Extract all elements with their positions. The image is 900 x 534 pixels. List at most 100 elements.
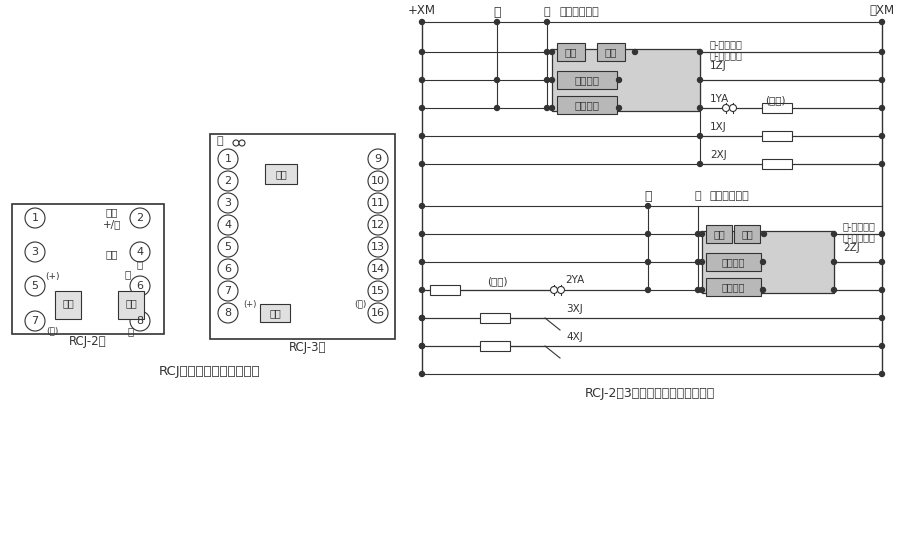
Circle shape (218, 215, 238, 235)
Circle shape (879, 106, 885, 111)
Circle shape (645, 232, 651, 237)
Circle shape (730, 105, 736, 112)
Text: 启动: 启动 (62, 298, 74, 308)
Circle shape (419, 343, 425, 349)
Text: 启动回路: 启动回路 (574, 100, 599, 110)
Circle shape (239, 140, 245, 146)
Circle shape (645, 203, 651, 208)
Circle shape (419, 316, 425, 320)
Circle shape (494, 106, 500, 111)
Bar (480, 341, 510, 351)
Circle shape (551, 287, 557, 294)
Text: 10: 10 (371, 176, 385, 186)
Circle shape (698, 50, 703, 54)
Bar (260, 304, 290, 322)
Circle shape (368, 281, 388, 301)
Text: 14: 14 (371, 264, 385, 274)
Bar (557, 71, 617, 89)
Text: 15: 15 (371, 286, 385, 296)
Text: (试验): (试验) (487, 276, 508, 286)
Circle shape (218, 281, 238, 301)
Text: 复归: 复归 (106, 207, 118, 217)
Text: ＋: ＋ (125, 269, 131, 279)
Bar (118, 291, 144, 319)
Bar (762, 103, 792, 113)
Circle shape (130, 311, 150, 331)
Text: －: － (128, 326, 134, 336)
Circle shape (616, 77, 622, 82)
Text: 11: 11 (371, 198, 385, 208)
Text: 4XJ: 4XJ (567, 332, 583, 342)
Circle shape (218, 237, 238, 257)
Text: (－): (－) (354, 300, 366, 309)
Circle shape (879, 77, 885, 82)
Bar (762, 131, 792, 141)
Circle shape (368, 237, 388, 257)
Circle shape (699, 232, 705, 237)
Circle shape (368, 259, 388, 279)
Bar (762, 159, 792, 169)
Bar (265, 164, 297, 184)
Circle shape (832, 232, 836, 237)
Circle shape (218, 171, 238, 191)
Text: +XM: +XM (408, 4, 436, 17)
Bar (210, 134, 395, 339)
Circle shape (419, 260, 425, 264)
Circle shape (879, 372, 885, 376)
Circle shape (544, 106, 550, 111)
Circle shape (419, 50, 425, 54)
Circle shape (760, 287, 766, 293)
Circle shape (233, 140, 239, 146)
Text: ＋: ＋ (217, 136, 223, 146)
Circle shape (218, 149, 238, 169)
Text: 保持: 保持 (741, 229, 753, 239)
Bar (430, 285, 460, 295)
Text: 13: 13 (371, 242, 385, 252)
Circle shape (25, 242, 45, 262)
Bar (552, 49, 700, 111)
Text: 8: 8 (137, 316, 144, 326)
Text: 6: 6 (137, 281, 143, 291)
Circle shape (696, 287, 700, 293)
Text: 电源: 电源 (125, 298, 137, 308)
Circle shape (696, 232, 700, 237)
Bar (55, 291, 81, 319)
Circle shape (419, 343, 425, 349)
Text: 8: 8 (224, 308, 231, 318)
Text: 16: 16 (371, 308, 385, 318)
Text: 6: 6 (224, 264, 231, 274)
Circle shape (879, 343, 885, 349)
Circle shape (494, 77, 500, 82)
Circle shape (879, 260, 885, 264)
Circle shape (879, 232, 885, 237)
Circle shape (25, 276, 45, 296)
Circle shape (419, 20, 425, 25)
Text: (试验): (试验) (765, 95, 785, 105)
Circle shape (218, 259, 238, 279)
Circle shape (419, 134, 425, 138)
Circle shape (832, 287, 836, 293)
Circle shape (723, 105, 730, 112)
Circle shape (368, 171, 388, 191)
Text: －: － (137, 259, 143, 269)
Bar (706, 278, 761, 296)
Circle shape (419, 287, 425, 293)
Circle shape (645, 287, 651, 293)
Circle shape (419, 203, 425, 208)
Circle shape (368, 303, 388, 323)
Text: 4: 4 (137, 247, 144, 257)
Text: 电源: 电源 (275, 169, 287, 179)
Circle shape (544, 20, 550, 25)
Circle shape (879, 316, 885, 320)
Circle shape (879, 161, 885, 167)
Circle shape (130, 276, 150, 296)
Text: 启动: 启动 (269, 308, 281, 318)
Circle shape (25, 311, 45, 331)
Circle shape (698, 161, 703, 167)
Text: 4: 4 (224, 220, 231, 230)
Circle shape (698, 134, 703, 138)
Circle shape (368, 215, 388, 235)
Text: RCJ-2型: RCJ-2型 (69, 335, 107, 349)
Circle shape (832, 260, 836, 264)
Circle shape (557, 287, 564, 294)
